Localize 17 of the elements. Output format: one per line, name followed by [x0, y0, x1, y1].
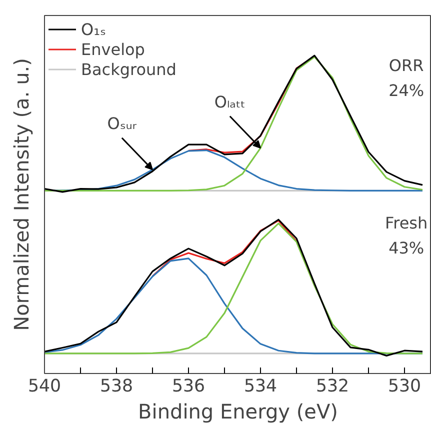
x-tick-label: 538: [100, 376, 134, 396]
x-tick-label: 536: [172, 376, 206, 396]
annotation: Oₗₐₜₜ: [214, 92, 246, 112]
annotation: Oₛᵤᵣ: [107, 114, 138, 134]
annotation: Fresh: [385, 214, 428, 233]
x-tick-label: 540: [28, 376, 62, 396]
x-tick-label: 532: [316, 376, 350, 396]
legend-label: Background: [81, 60, 176, 78]
legend-label: O₁ₛ: [81, 20, 106, 38]
annotation: 24%: [388, 81, 424, 100]
x-tick-label: 530: [388, 376, 422, 396]
x-axis-title: Binding Energy (eV): [138, 400, 338, 424]
annotation: 43%: [388, 238, 424, 258]
x-tick-label: 534: [244, 376, 278, 396]
y-axis-title: Normalized Intensity (a. u.): [10, 58, 34, 331]
legend-label: Envelop: [81, 40, 145, 58]
annotation: ORR: [388, 56, 424, 76]
